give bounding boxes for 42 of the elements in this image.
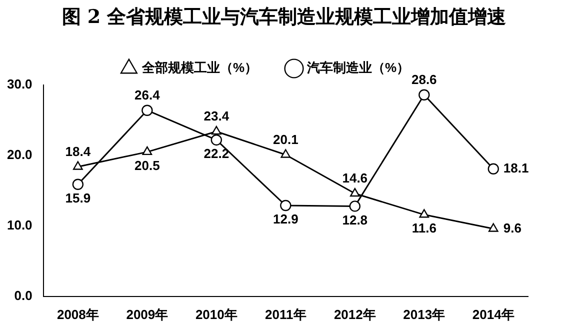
point	[280, 149, 291, 158]
chart-title: 图 2 全省规模工业与汽车制造业规模工业增加值增速	[60, 5, 508, 30]
x-tick-label: 2010年	[195, 306, 238, 322]
y-tick-label: 10.0	[6, 218, 32, 233]
x-tick-label: 2012年	[334, 306, 376, 322]
y-tick-label: 30.0	[6, 76, 32, 92]
x-tick-label: 2008年	[56, 306, 99, 322]
data-label: 18.1	[503, 160, 529, 176]
y-tick-label: 20.0	[6, 147, 32, 162]
point	[211, 126, 222, 135]
point	[349, 200, 360, 212]
data-label: 12.8	[342, 212, 368, 228]
data-label: 11.6	[412, 220, 436, 236]
data-label: 12.9	[272, 212, 298, 227]
data-label: 23.4	[204, 108, 230, 124]
data-label: 22.2	[204, 146, 230, 162]
point	[419, 209, 430, 218]
point	[488, 163, 499, 174]
legend-label: 全部规模工业（%）	[140, 60, 258, 76]
point	[280, 200, 292, 212]
data-label: 15.9	[65, 190, 91, 206]
point	[142, 104, 153, 116]
x-tick-label: 2009年	[126, 306, 168, 322]
y-tick-label: 0.0	[14, 288, 32, 303]
point	[488, 223, 498, 232]
data-label: 28.6	[411, 72, 437, 87]
point	[72, 161, 83, 170]
data-label: 26.4	[134, 87, 161, 102]
legend-label: 汽车制造业（%）	[306, 60, 410, 76]
data-label: 20.1	[272, 132, 298, 147]
point	[142, 146, 152, 156]
data-label: 18.4	[65, 144, 92, 159]
data-label: 20.5	[134, 158, 160, 174]
x-tick-label: 2011年	[265, 306, 306, 322]
data-label: 14.6	[342, 170, 368, 186]
data-label: 9.6	[503, 220, 522, 236]
point	[210, 134, 222, 146]
x-tick-label: 2014年	[472, 306, 514, 322]
point	[418, 89, 430, 100]
point	[72, 178, 84, 190]
point	[350, 188, 360, 197]
x-tick-label: 2013年	[403, 306, 446, 322]
